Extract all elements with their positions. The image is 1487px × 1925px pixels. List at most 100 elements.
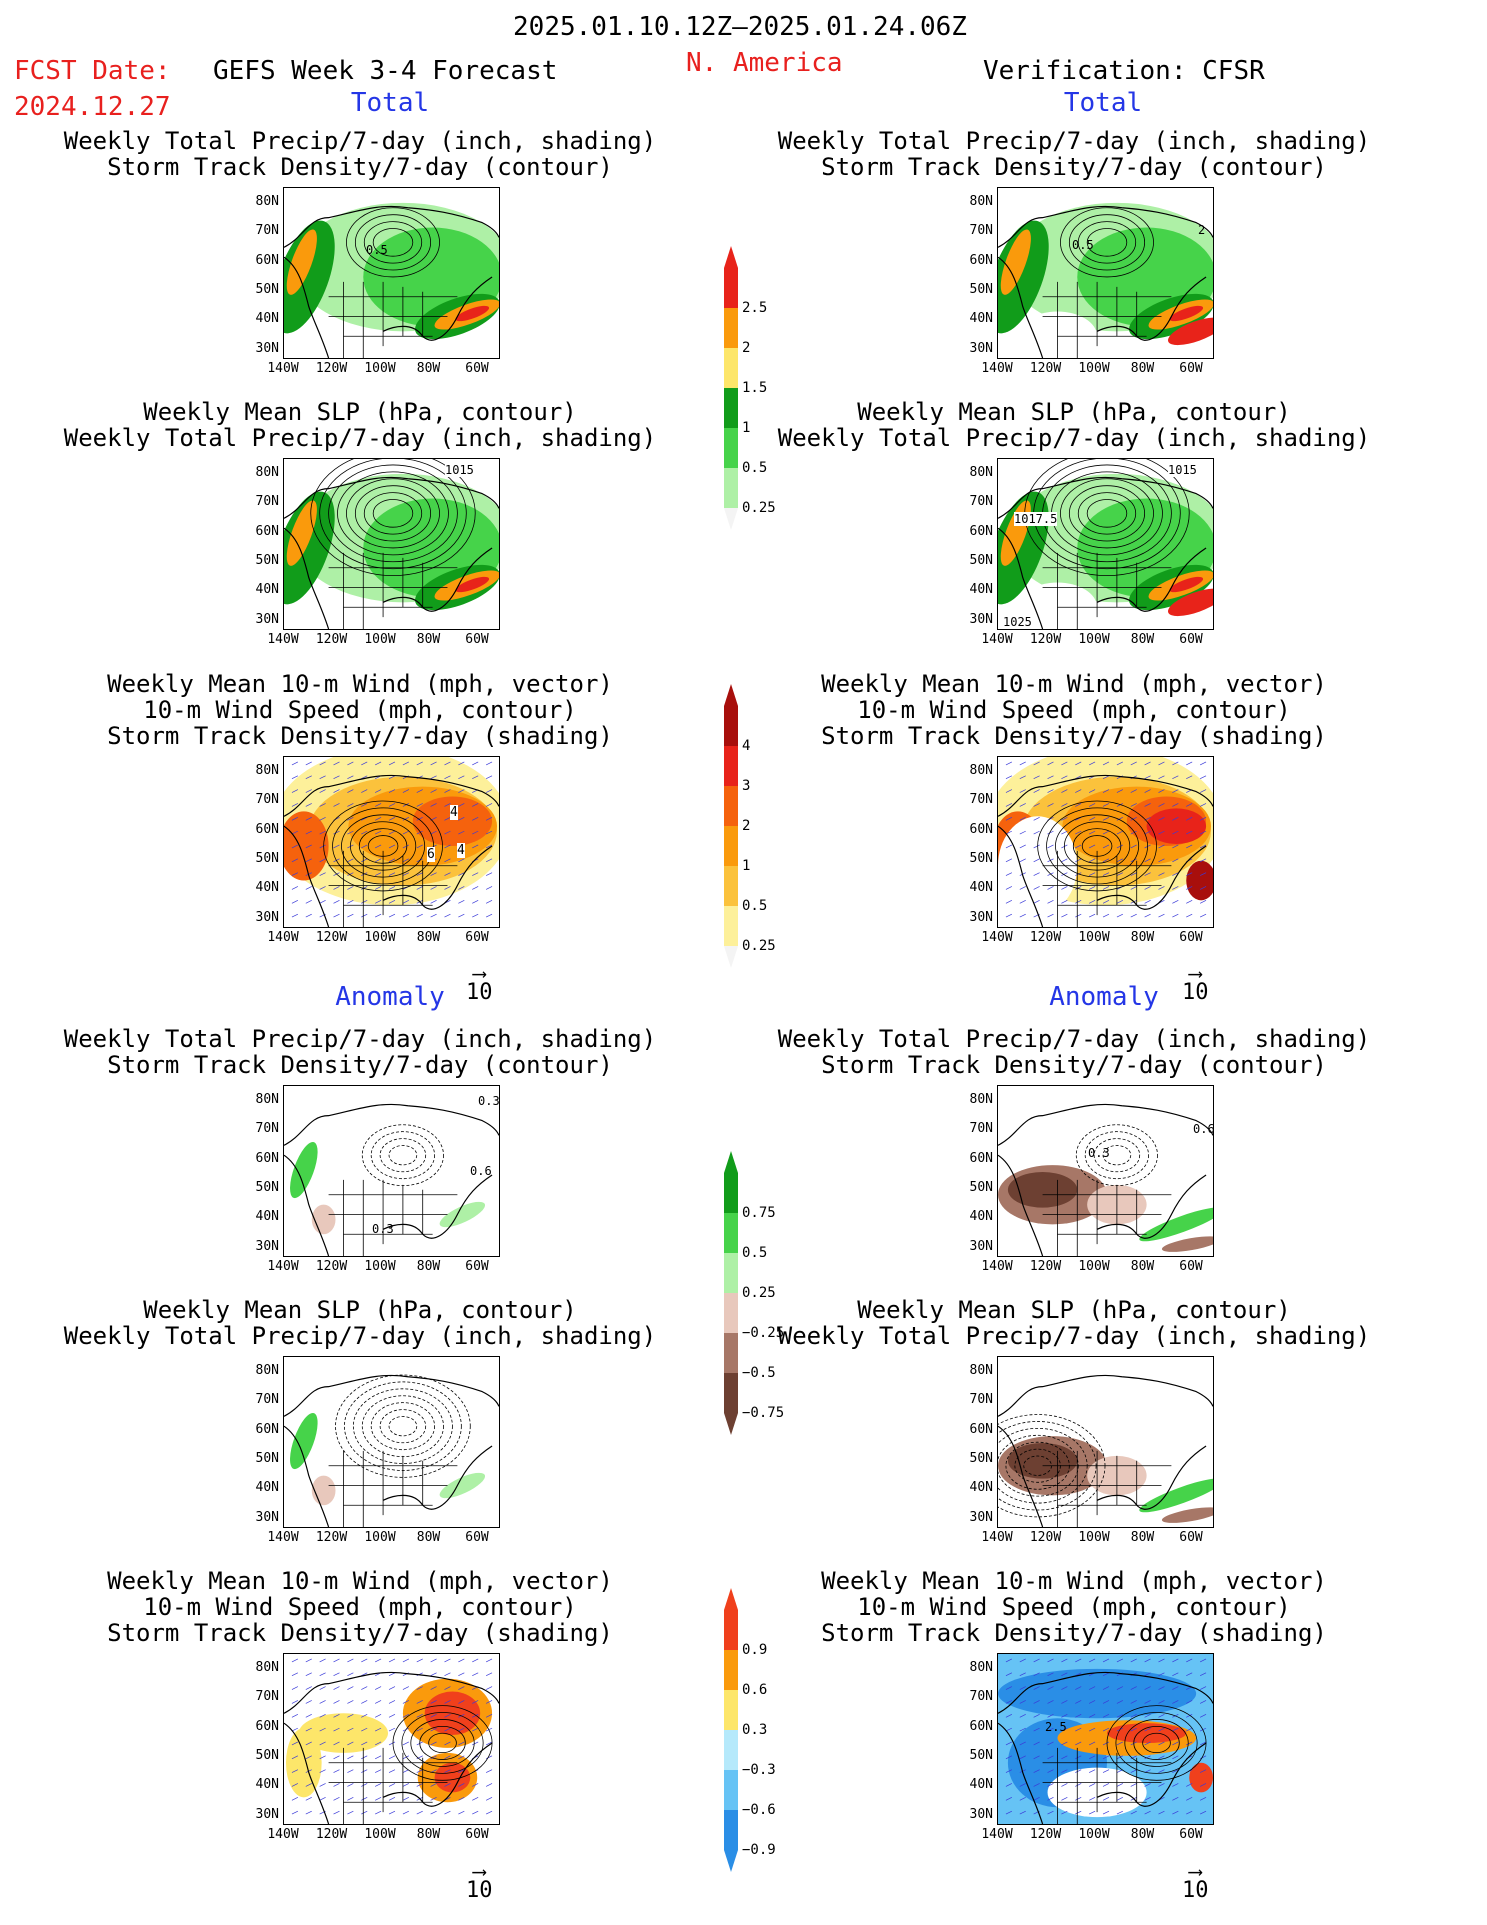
lon-label: 100W: [364, 361, 396, 376]
wind-vector: [1102, 1783, 1110, 1787]
panel-title: Storm Track Density/7-day (shading): [107, 1619, 613, 1647]
lon-label: 60W: [465, 930, 489, 945]
wind-vector: [1172, 830, 1179, 835]
wind-vector: [1047, 789, 1054, 793]
wind-vector: [1158, 1783, 1165, 1787]
wind-vector: [1158, 1741, 1165, 1746]
lat-label: 50N: [969, 1179, 993, 1195]
lon-label: 60W: [1179, 361, 1203, 376]
wind-vector: [1130, 1727, 1137, 1732]
lat-label: 60N: [969, 252, 993, 268]
wind-vector: [444, 913, 451, 918]
lat-label: 60N: [255, 252, 279, 268]
contour-line: [372, 499, 414, 528]
wind-vector: [1116, 789, 1123, 793]
lon-label: 100W: [1078, 632, 1110, 647]
lat-label: 70N: [969, 1121, 993, 1137]
colorbar-label: 3: [742, 778, 751, 794]
colorbar-label: 0.5: [742, 1245, 768, 1261]
wind-vector: [1199, 1658, 1207, 1663]
colorbar-label: 1.5: [742, 380, 768, 396]
wind-vector: [347, 1810, 354, 1815]
wind-vector: [291, 900, 299, 904]
wind-vector: [1075, 1672, 1082, 1677]
wind-vector: [1130, 1658, 1137, 1663]
lon-label: 80W: [1130, 361, 1155, 376]
contour-label: 0.3: [372, 1222, 394, 1236]
wind-vector: [1102, 761, 1110, 766]
wind-vector: [402, 844, 409, 849]
wind-vector: [485, 803, 493, 807]
contour-line: [410, 1719, 475, 1767]
date-range-title: 2025.01.10.12Z–2025.01.24.06Z: [513, 12, 967, 42]
lon-label: 60W: [1179, 1259, 1203, 1274]
wind-vector: [430, 775, 437, 780]
wind-vector: [1088, 1658, 1096, 1663]
wind-vector: [1033, 761, 1040, 766]
wind-vector: [416, 1658, 423, 1663]
state-borders: [328, 1747, 458, 1824]
wind-vector: [1172, 844, 1179, 849]
wind-vector: [1158, 1713, 1165, 1718]
lat-label: 40N: [255, 311, 279, 327]
arrow-right-icon: ⟶: [1189, 1859, 1202, 1883]
wind-vector: [1186, 913, 1193, 918]
vector-ref-value: 10: [1182, 1878, 1209, 1903]
shading-area: [290, 1141, 318, 1199]
contour-line: [335, 1374, 471, 1478]
wind-vector: [1199, 1810, 1207, 1815]
wind-vector: [1116, 803, 1123, 807]
wind-vector: [1158, 1727, 1165, 1732]
lon-label: 120W: [315, 1259, 348, 1274]
wind-vector: [305, 900, 312, 904]
wind-vector: [291, 1700, 299, 1704]
wind-vector: [374, 803, 382, 807]
wind-vector: [416, 1727, 423, 1732]
wind-vector: [430, 761, 437, 766]
wind-vector: [402, 1769, 409, 1773]
lat-label: 70N: [969, 1689, 993, 1705]
wind-vector: [361, 1713, 368, 1718]
wind-vector: [458, 858, 465, 863]
wind-vector: [430, 1713, 437, 1718]
wind-vector: [1116, 1686, 1123, 1690]
lon-label: 120W: [1029, 1259, 1062, 1274]
wind-vector: [485, 789, 493, 793]
colorbar-segment: [724, 1253, 738, 1293]
colorbar-segment: [724, 1373, 738, 1413]
wind-vector: [1088, 1797, 1096, 1801]
contour-line: [346, 207, 440, 278]
wind-vector: [1172, 1727, 1179, 1732]
lat-label: 80N: [969, 465, 993, 480]
wind-vector: [1033, 816, 1040, 821]
wind-vector: [444, 1810, 451, 1815]
contour-label: 4: [450, 805, 458, 820]
wind-vector: [388, 900, 396, 904]
wind-vector: [1019, 858, 1026, 863]
contour-line: [1086, 228, 1128, 257]
wind-vector: [1102, 858, 1110, 863]
wind-vector: [305, 913, 312, 918]
lat-label: 60N: [255, 523, 279, 539]
wind-vector: [347, 1727, 354, 1732]
wind-vector: [416, 816, 423, 821]
section-total-right: Total: [1063, 88, 1143, 118]
wind-vector: [374, 900, 382, 904]
contour-line: [1077, 221, 1137, 264]
contour-line: [1068, 485, 1146, 542]
wind-vector: [1144, 1741, 1151, 1746]
wind-vector: [388, 1755, 396, 1760]
colorbar-storm-anom: [724, 1588, 738, 1872]
wind-vector: [1075, 858, 1082, 863]
section-total-left: Total: [350, 88, 430, 118]
shading-area: [1161, 1236, 1213, 1252]
lat-label: 70N: [969, 494, 993, 510]
wind-vector: [374, 761, 382, 766]
wind-vector: [402, 913, 409, 918]
wind-vector: [1075, 1741, 1082, 1746]
lon-label: 60W: [1179, 930, 1203, 945]
wind-vector: [1102, 1700, 1110, 1704]
wind-vector: [1061, 1797, 1068, 1801]
wind-vector: [485, 1713, 493, 1718]
wind-vector: [388, 1783, 396, 1787]
